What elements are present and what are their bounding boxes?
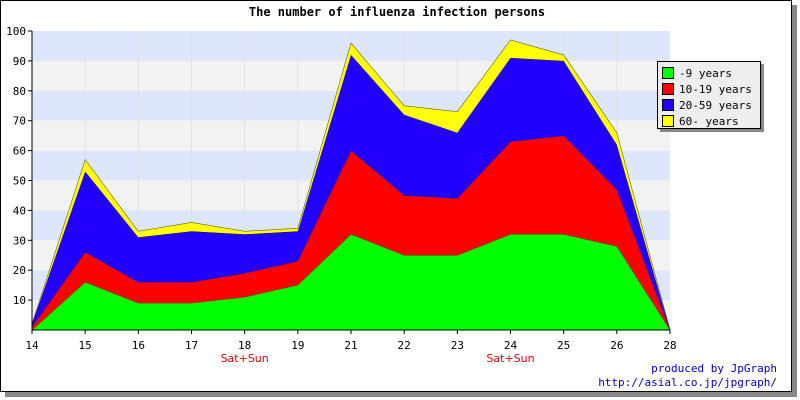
legend-swatch-2 <box>662 99 674 111</box>
x-tick-label: 14 <box>25 339 39 352</box>
legend-label-1: 10-19 years <box>679 82 752 96</box>
chart-title: The number of influenza infection person… <box>248 5 546 19</box>
chart-legend: -9 years 10-19 years 20-59 years 60- yea… <box>657 61 761 129</box>
area-series-0 <box>32 234 670 330</box>
y-tick-label: 90 <box>13 55 26 68</box>
credit-url[interactable]: http://asial.co.jp/jpgraph/ <box>598 376 777 389</box>
credit-produced-by: produced by JpGraph <box>651 362 777 375</box>
legend-item-2: 20-59 years <box>662 97 756 113</box>
chart-svg: 10 20 30 40 50 60 70 80 90 100 14 15 16 17 18 19 21 22 23 2… <box>6 25 677 365</box>
y-tick-label: 60 <box>13 145 26 158</box>
weekend-annotation: Sat+Sun <box>486 352 534 365</box>
area-series-1 <box>32 135 670 330</box>
weekend-annotation: Sat+Sun <box>221 352 269 365</box>
legend-label-0: -9 years <box>679 66 732 80</box>
legend-swatch-3 <box>662 115 674 127</box>
legend-item-1: 10-19 years <box>662 81 756 97</box>
legend-item-3: 60- years <box>662 113 756 129</box>
chart-frame: The number of influenza infection person… <box>0 0 792 392</box>
legend-item-0: -9 years <box>662 65 756 81</box>
y-tick-label: 70 <box>13 115 26 128</box>
x-tick-label: 23 <box>451 339 464 352</box>
legend-swatch-0 <box>662 67 674 79</box>
x-tick-label: 25 <box>557 339 570 352</box>
y-tick-label: 50 <box>13 175 26 188</box>
y-tick-label: 80 <box>13 85 26 98</box>
legend-label-3: 60- years <box>679 114 739 128</box>
x-tick-label: 22 <box>398 339 411 352</box>
legend-swatch-1 <box>662 83 674 95</box>
area-outline-3 <box>31 39 671 331</box>
x-tick-label: 16 <box>132 339 145 352</box>
x-tick-label: 15 <box>79 339 92 352</box>
x-tick-label: 17 <box>185 339 198 352</box>
x-tick-label: 26 <box>610 339 623 352</box>
x-tick-label: 28 <box>663 339 676 352</box>
x-tick-label: 19 <box>291 339 304 352</box>
y-tick-label: 20 <box>13 264 26 277</box>
legend-label-2: 20-59 years <box>679 98 752 112</box>
y-tick-label: 10 <box>13 294 26 307</box>
y-tick-label: 100 <box>6 25 26 38</box>
x-tick-label: 24 <box>504 339 518 352</box>
x-tick-label: 18 <box>238 339 251 352</box>
x-tick-label: 21 <box>344 339 357 352</box>
y-tick-label: 30 <box>13 234 26 247</box>
area-series-2 <box>32 54 670 331</box>
y-tick-label: 40 <box>13 204 26 217</box>
